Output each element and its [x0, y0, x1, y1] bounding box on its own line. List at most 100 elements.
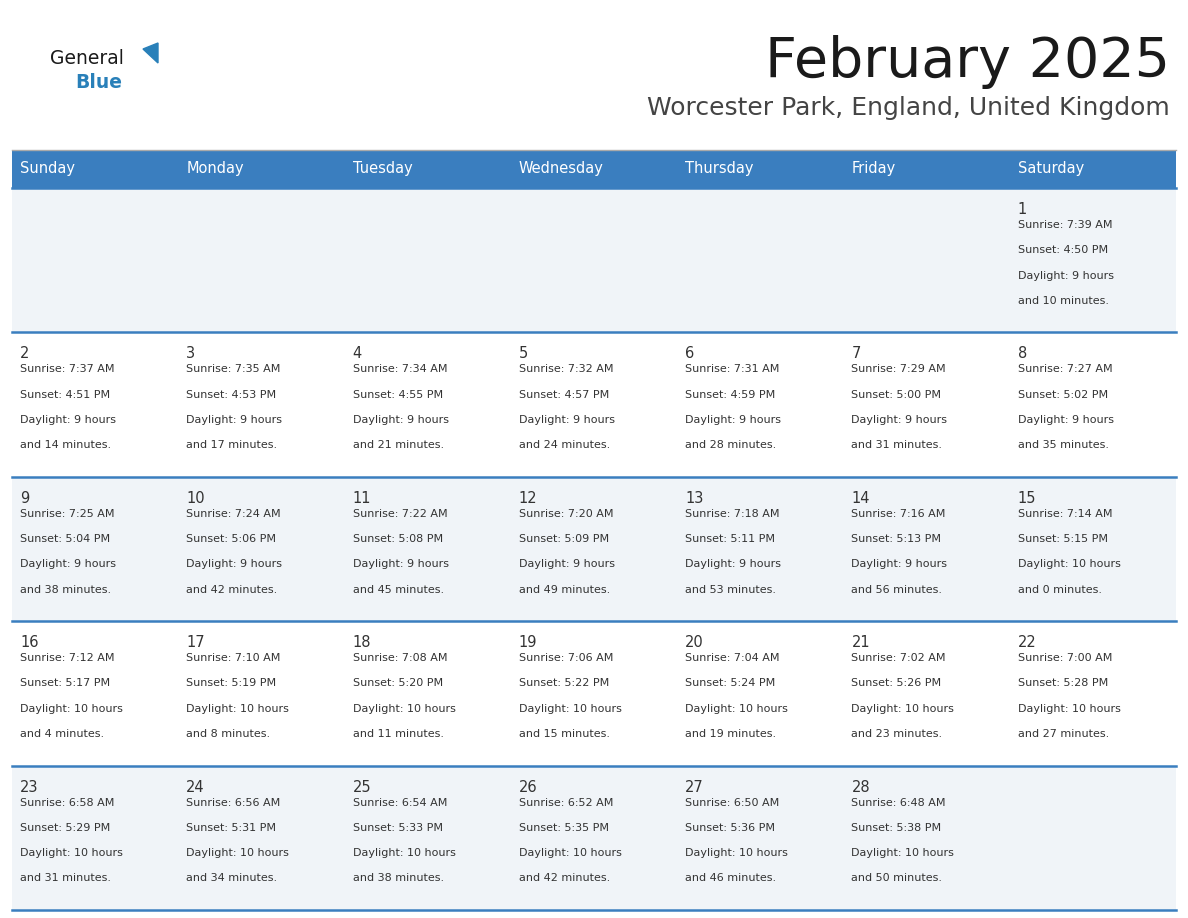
Text: and 27 minutes.: and 27 minutes.: [1018, 729, 1108, 739]
Text: and 31 minutes.: and 31 minutes.: [20, 873, 110, 883]
Bar: [677, 621, 843, 766]
Bar: [511, 766, 677, 910]
Text: Thursday: Thursday: [685, 162, 753, 176]
Text: Sunset: 5:02 PM: Sunset: 5:02 PM: [1018, 389, 1108, 399]
Text: Sunset: 4:50 PM: Sunset: 4:50 PM: [1018, 245, 1108, 255]
Text: and 42 minutes.: and 42 minutes.: [519, 873, 611, 883]
Bar: [677, 188, 843, 332]
Bar: [12, 766, 178, 910]
Text: Sunrise: 7:14 AM: Sunrise: 7:14 AM: [1018, 509, 1112, 519]
Text: 6: 6: [685, 346, 695, 362]
Text: Daylight: 9 hours: Daylight: 9 hours: [20, 415, 116, 425]
Text: Daylight: 9 hours: Daylight: 9 hours: [852, 415, 947, 425]
Text: and 49 minutes.: and 49 minutes.: [519, 585, 611, 595]
Text: 11: 11: [353, 491, 371, 506]
Text: Daylight: 10 hours: Daylight: 10 hours: [20, 704, 122, 713]
Bar: [345, 332, 511, 476]
Bar: [511, 621, 677, 766]
Bar: [677, 150, 843, 188]
Bar: [178, 476, 345, 621]
Text: Daylight: 10 hours: Daylight: 10 hours: [1018, 704, 1120, 713]
Text: and 10 minutes.: and 10 minutes.: [1018, 296, 1108, 306]
Bar: [12, 188, 178, 332]
Text: Sunrise: 7:12 AM: Sunrise: 7:12 AM: [20, 654, 114, 663]
Text: and 34 minutes.: and 34 minutes.: [187, 873, 278, 883]
Bar: [511, 150, 677, 188]
Text: Sunrise: 7:39 AM: Sunrise: 7:39 AM: [1018, 220, 1112, 230]
Text: Sunrise: 6:48 AM: Sunrise: 6:48 AM: [852, 798, 946, 808]
Text: 14: 14: [852, 491, 870, 506]
Bar: [843, 476, 1010, 621]
Text: Sunset: 5:26 PM: Sunset: 5:26 PM: [852, 678, 942, 688]
Text: Sunset: 5:33 PM: Sunset: 5:33 PM: [353, 823, 443, 833]
Text: Sunrise: 6:58 AM: Sunrise: 6:58 AM: [20, 798, 114, 808]
Text: Sunset: 5:24 PM: Sunset: 5:24 PM: [685, 678, 776, 688]
Text: Sunset: 4:53 PM: Sunset: 4:53 PM: [187, 389, 277, 399]
Bar: [1010, 766, 1176, 910]
Bar: [677, 476, 843, 621]
Text: Sunset: 5:13 PM: Sunset: 5:13 PM: [852, 534, 941, 544]
Text: Sunrise: 6:54 AM: Sunrise: 6:54 AM: [353, 798, 447, 808]
Text: 17: 17: [187, 635, 204, 650]
Bar: [12, 476, 178, 621]
Bar: [843, 766, 1010, 910]
Text: 19: 19: [519, 635, 537, 650]
Text: Daylight: 9 hours: Daylight: 9 hours: [187, 415, 283, 425]
Text: Sunset: 5:31 PM: Sunset: 5:31 PM: [187, 823, 277, 833]
Text: and 17 minutes.: and 17 minutes.: [187, 441, 278, 450]
Text: and 19 minutes.: and 19 minutes.: [685, 729, 776, 739]
Bar: [843, 621, 1010, 766]
Text: Daylight: 10 hours: Daylight: 10 hours: [187, 704, 289, 713]
Text: Sunday: Sunday: [20, 162, 75, 176]
Bar: [12, 332, 178, 476]
Bar: [1010, 332, 1176, 476]
Bar: [178, 150, 345, 188]
Text: Daylight: 10 hours: Daylight: 10 hours: [519, 704, 621, 713]
Text: Sunrise: 7:00 AM: Sunrise: 7:00 AM: [1018, 654, 1112, 663]
Text: and 38 minutes.: and 38 minutes.: [20, 585, 112, 595]
Bar: [1010, 188, 1176, 332]
Bar: [843, 150, 1010, 188]
Text: Daylight: 10 hours: Daylight: 10 hours: [519, 848, 621, 858]
Text: Sunrise: 7:34 AM: Sunrise: 7:34 AM: [353, 364, 447, 375]
Text: Sunrise: 7:06 AM: Sunrise: 7:06 AM: [519, 654, 613, 663]
Bar: [345, 621, 511, 766]
Text: Sunset: 5:28 PM: Sunset: 5:28 PM: [1018, 678, 1108, 688]
Text: 3: 3: [187, 346, 195, 362]
Text: Sunrise: 6:50 AM: Sunrise: 6:50 AM: [685, 798, 779, 808]
Text: 12: 12: [519, 491, 537, 506]
Text: and 8 minutes.: and 8 minutes.: [187, 729, 271, 739]
Text: 16: 16: [20, 635, 38, 650]
Text: Daylight: 9 hours: Daylight: 9 hours: [1018, 415, 1113, 425]
Text: and 50 minutes.: and 50 minutes.: [852, 873, 942, 883]
Bar: [345, 476, 511, 621]
Text: Daylight: 9 hours: Daylight: 9 hours: [353, 415, 449, 425]
Text: Sunset: 5:11 PM: Sunset: 5:11 PM: [685, 534, 775, 544]
Text: Saturday: Saturday: [1018, 162, 1083, 176]
Text: 18: 18: [353, 635, 371, 650]
Text: 20: 20: [685, 635, 704, 650]
Text: and 14 minutes.: and 14 minutes.: [20, 441, 112, 450]
Text: and 11 minutes.: and 11 minutes.: [353, 729, 443, 739]
Text: 5: 5: [519, 346, 529, 362]
Text: Sunrise: 7:24 AM: Sunrise: 7:24 AM: [187, 509, 280, 519]
Text: Sunset: 5:35 PM: Sunset: 5:35 PM: [519, 823, 609, 833]
Text: and 56 minutes.: and 56 minutes.: [852, 585, 942, 595]
Text: Sunset: 5:38 PM: Sunset: 5:38 PM: [852, 823, 942, 833]
Text: and 24 minutes.: and 24 minutes.: [519, 441, 611, 450]
Bar: [12, 150, 178, 188]
Bar: [1010, 476, 1176, 621]
Text: Daylight: 10 hours: Daylight: 10 hours: [852, 848, 954, 858]
Text: Blue: Blue: [75, 73, 122, 92]
Text: Worcester Park, England, United Kingdom: Worcester Park, England, United Kingdom: [647, 96, 1170, 120]
Text: Daylight: 9 hours: Daylight: 9 hours: [187, 559, 283, 569]
Text: Daylight: 10 hours: Daylight: 10 hours: [187, 848, 289, 858]
Text: Daylight: 10 hours: Daylight: 10 hours: [20, 848, 122, 858]
Bar: [1010, 150, 1176, 188]
Text: Daylight: 9 hours: Daylight: 9 hours: [20, 559, 116, 569]
Bar: [677, 766, 843, 910]
Text: Daylight: 10 hours: Daylight: 10 hours: [685, 848, 788, 858]
Text: Daylight: 10 hours: Daylight: 10 hours: [353, 704, 455, 713]
Text: 13: 13: [685, 491, 703, 506]
Text: Daylight: 10 hours: Daylight: 10 hours: [353, 848, 455, 858]
